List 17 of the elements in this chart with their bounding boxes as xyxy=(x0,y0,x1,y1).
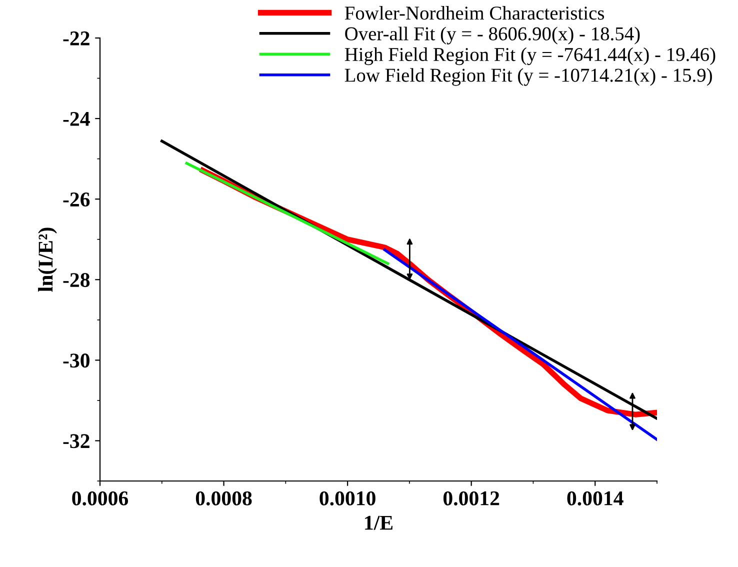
legend-label: Low Field Region Fit (y = -10714.21(x) - 15.9) xyxy=(344,68,712,86)
y-axis-title: ln(I/E²) xyxy=(38,228,57,292)
y-tick-label: -32 xyxy=(63,434,90,448)
legend-label: Over-all Fit (y = - 8606.90(x) - 18.54) xyxy=(345,26,640,44)
y-tick-label: -26 xyxy=(63,192,90,207)
x-tick-label: 0.0008 xyxy=(196,491,252,506)
x-tick-label: 0.0010 xyxy=(320,491,376,506)
legend-label: Fowler-Nordheim Characteristics xyxy=(344,6,604,20)
x-tick-label: 0.0014 xyxy=(567,491,624,506)
legend-label: High Field Region Fit (y = -7641.44(x) - 19.46) xyxy=(344,47,716,66)
x-tick-label: 0.0006 xyxy=(72,491,128,506)
y-tick-label: -22 xyxy=(63,31,90,46)
y-tick-label: -30 xyxy=(63,354,90,368)
y-tick-label: -24 xyxy=(63,112,90,126)
x-axis-title: 1/E xyxy=(365,516,392,530)
y-tick-label: -28 xyxy=(63,273,90,288)
x-tick-label: 0.0012 xyxy=(443,491,500,506)
